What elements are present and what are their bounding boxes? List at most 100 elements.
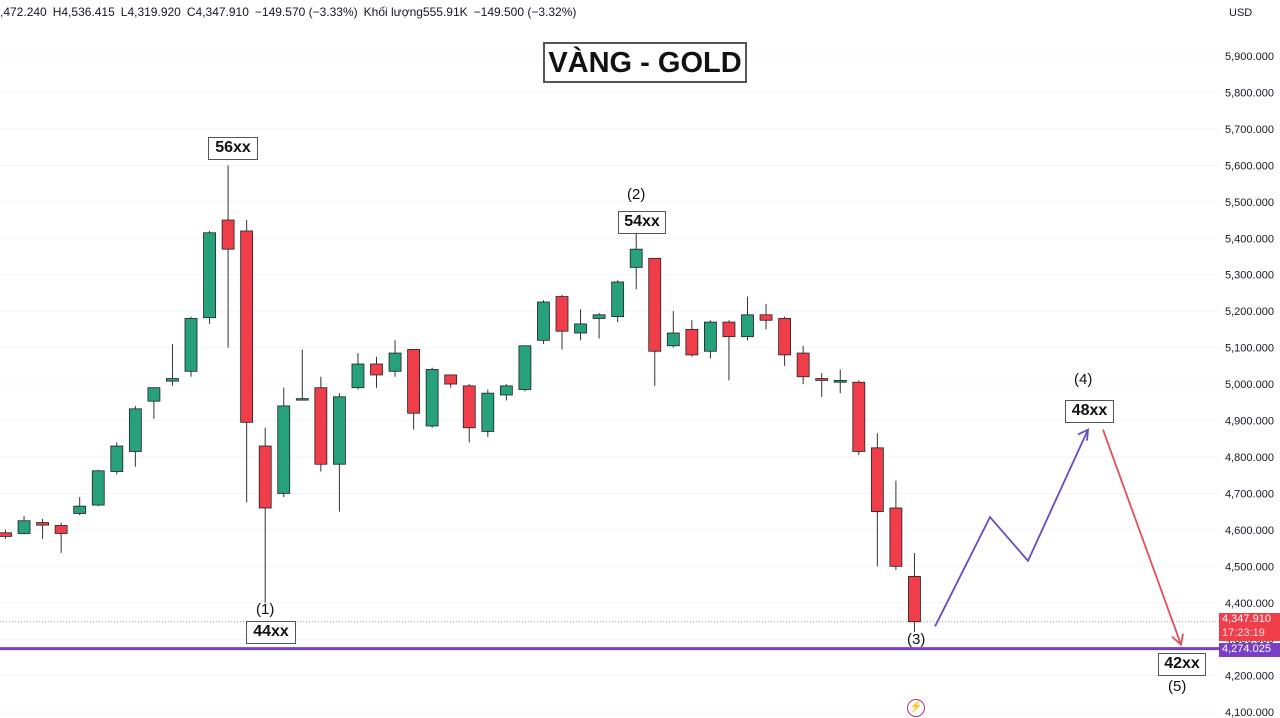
y-tick-label: 5,500.000 — [1225, 197, 1274, 209]
candle-body — [0, 532, 12, 537]
volume-change-value: −149.500 (−3.32%) — [473, 5, 577, 19]
candle-body — [17, 520, 31, 534]
candle-body — [648, 257, 662, 352]
candle-body — [666, 332, 680, 347]
change-value: −149.570 (−3.33%) — [254, 5, 358, 19]
candle-body — [36, 522, 49, 526]
candle-body — [555, 296, 569, 332]
y-tick-label: 5,700.000 — [1225, 124, 1274, 136]
candle-body — [166, 378, 179, 382]
y-tick-label: 5,900.000 — [1225, 51, 1274, 63]
level-box-48xx: 48xx — [1065, 400, 1114, 423]
axis-background — [1219, 0, 1280, 718]
candle-body — [759, 314, 773, 321]
level-box-44xx: 44xx — [246, 621, 296, 644]
candle-body — [184, 318, 198, 372]
candle-body — [314, 387, 328, 465]
close-value: C4,347.910 — [186, 5, 249, 19]
wave-label-5: (5) — [1168, 678, 1187, 695]
y-tick-label: 5,200.000 — [1225, 306, 1274, 318]
candle-body — [425, 369, 439, 427]
candle-body — [221, 219, 235, 250]
wave-label-3: (3) — [907, 631, 926, 648]
candle-body — [110, 445, 124, 472]
candle-body — [481, 392, 495, 432]
candle-body — [295, 398, 309, 401]
level-box-56xx: 56xx — [208, 137, 258, 160]
candle-body — [629, 248, 643, 268]
candle-body — [611, 281, 625, 318]
wave-label-4: (4) — [1074, 371, 1093, 388]
candle-body — [73, 505, 87, 514]
price-axis[interactable]: 4,100.0004,200.0004,300.0004,400.0004,50… — [1219, 0, 1280, 718]
candle-body — [722, 321, 736, 338]
level-box-42xx: 42xx — [1158, 653, 1206, 676]
candle-body — [852, 381, 866, 452]
wave-label-1: (1) — [256, 601, 275, 618]
candle-series — [0, 165, 921, 632]
candle-body — [258, 445, 272, 509]
lightning-icon[interactable]: ⚡ — [907, 699, 925, 717]
candle-body — [277, 405, 291, 494]
y-tick-label: 4,800.000 — [1225, 452, 1274, 464]
candle-body — [537, 301, 550, 341]
y-tick-label: 4,100.000 — [1225, 707, 1274, 718]
currency-label[interactable]: USD — [1229, 7, 1253, 19]
candle-body — [128, 408, 142, 452]
candle-body — [370, 363, 383, 376]
candle-body — [203, 232, 216, 319]
projection-up-path — [934, 429, 1089, 627]
candle-body — [240, 230, 254, 423]
candle-body — [833, 380, 847, 383]
low-value: L4,319.920 — [120, 5, 181, 19]
y-tick-label: 5,300.000 — [1225, 270, 1274, 282]
support-price-tag: 4,274.025 — [1219, 643, 1280, 657]
chart-grid — [0, 55, 1219, 713]
candle-body — [462, 385, 476, 429]
level-box-54xx: 54xx — [618, 211, 666, 234]
candle-body — [908, 576, 921, 623]
candle-body — [91, 470, 105, 506]
candle-body — [889, 507, 903, 567]
volume-value: Khối lượng555.91K — [363, 5, 468, 19]
candle-body — [796, 352, 810, 378]
y-tick-label: 5,600.000 — [1225, 160, 1274, 172]
candle-body — [54, 525, 68, 534]
wave-projection — [934, 428, 1184, 647]
ohlc-legend: ,472.240 H4,536.415 L4,319.920 C4,347.910 −1… — [0, 5, 582, 19]
last-price-tag: 4,347.910 — [1219, 613, 1280, 627]
y-tick-label: 5,800.000 — [1225, 87, 1274, 99]
candle-body — [778, 318, 791, 356]
candle-body — [704, 321, 717, 352]
candle-body — [518, 345, 532, 390]
high-value: H4,536.415 — [52, 5, 115, 19]
y-tick-label: 4,600.000 — [1225, 525, 1274, 537]
candle-body — [815, 378, 829, 381]
candle-body — [388, 352, 402, 372]
candle-body — [147, 387, 161, 402]
y-tick-label: 4,900.000 — [1225, 416, 1274, 428]
candle-body — [407, 349, 421, 414]
projection-down-path — [1102, 429, 1182, 645]
y-tick-label: 4,200.000 — [1225, 671, 1274, 683]
candle-body — [499, 385, 513, 396]
y-tick-label: 4,400.000 — [1225, 598, 1274, 610]
arrowhead-down — [1171, 633, 1184, 647]
candle-body — [592, 314, 606, 319]
arrowhead-up — [1077, 428, 1090, 441]
candle-body — [351, 363, 365, 389]
candle-body — [870, 447, 884, 513]
y-tick-label: 5,000.000 — [1225, 379, 1274, 391]
candle-body — [444, 374, 458, 385]
candle-body — [574, 323, 587, 334]
support-line — [0, 621, 1219, 651]
wave-label-2: (2) — [627, 186, 646, 203]
y-tick-label: 5,400.000 — [1225, 233, 1274, 245]
y-tick-label: 4,700.000 — [1225, 488, 1274, 500]
countdown-tag: 17:23:19 — [1219, 627, 1280, 641]
y-tick-label: 5,100.000 — [1225, 343, 1274, 355]
chart-title: VÀNG - GOLD — [543, 42, 747, 83]
open-value: ,472.240 — [0, 5, 47, 19]
candle-body — [332, 396, 346, 465]
